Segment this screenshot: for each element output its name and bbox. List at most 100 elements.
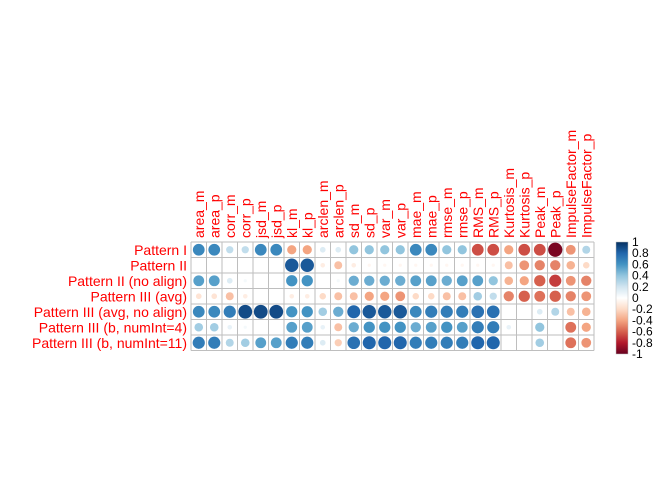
correlation-circle	[333, 306, 344, 317]
correlation-circle	[243, 279, 247, 283]
correlation-circle	[223, 305, 236, 318]
correlation-circle	[270, 337, 282, 349]
correlation-circle	[193, 275, 205, 287]
correlation-circle	[195, 293, 202, 300]
column-label: area_p	[206, 194, 222, 238]
correlation-circle	[518, 290, 530, 302]
correlation-circle	[227, 324, 233, 330]
correlation-circle	[209, 322, 219, 332]
correlation-circle	[460, 263, 464, 267]
correlation-circle	[334, 292, 343, 301]
correlation-circle	[472, 275, 484, 287]
correlation-circle	[548, 242, 563, 257]
column-label: ImpulseFactor_m	[563, 130, 579, 238]
correlation-circle	[301, 321, 313, 333]
correlation-circle	[487, 243, 500, 256]
correlation-circle	[549, 274, 562, 287]
correlation-circle	[409, 243, 422, 256]
correlation-circle	[286, 306, 298, 318]
correlation-circles	[192, 242, 592, 350]
correlation-circle	[535, 322, 545, 332]
correlation-circle	[270, 243, 283, 256]
correlation-circle	[414, 263, 418, 267]
correlation-circle	[425, 243, 438, 256]
correlation-circle	[486, 305, 500, 319]
correlation-circle	[363, 321, 375, 333]
correlation-circle	[519, 260, 530, 271]
correlation-circle	[488, 276, 498, 286]
correlation-circle	[192, 336, 205, 349]
correlation-circle	[457, 245, 467, 255]
correlation-circle	[300, 258, 314, 272]
correlation-circle	[393, 336, 407, 350]
correlation-circle	[269, 304, 284, 319]
correlation-circle	[301, 336, 314, 349]
correlation-circle	[255, 337, 267, 349]
correlation-circle	[286, 321, 298, 333]
correlation-circle	[409, 336, 422, 349]
correlation-circle	[243, 325, 247, 329]
column-label: Peak_p	[547, 190, 563, 238]
correlation-circle	[320, 262, 326, 268]
column-label: corr_p	[237, 198, 253, 238]
correlation-circle	[319, 246, 326, 253]
correlation-circle	[427, 292, 435, 300]
legend-tick-label: -1	[632, 347, 643, 361]
correlation-circle	[582, 261, 590, 269]
legend-tick-label: 0.2	[632, 280, 649, 294]
correlation-circle	[225, 292, 234, 301]
correlation-circle	[367, 263, 371, 267]
correlation-circle	[208, 305, 221, 318]
correlation-circle	[551, 307, 560, 316]
correlation-circle	[565, 337, 577, 349]
correlation-circle	[395, 275, 406, 286]
correlation-circle	[504, 245, 514, 255]
correlation-circle	[379, 275, 390, 286]
correlation-circle	[301, 275, 313, 287]
legend-tick-label: -0.8	[632, 336, 653, 350]
legend-tick-label: 0.6	[632, 257, 649, 271]
row-label: Pattern I	[134, 242, 187, 258]
row-label: Pattern III (avg)	[91, 288, 187, 304]
correlation-circle	[398, 263, 402, 267]
column-label: RMS_p	[485, 191, 501, 238]
column-label: var_m	[377, 199, 393, 238]
correlation-circle	[194, 322, 204, 332]
correlation-circle	[301, 306, 313, 318]
correlation-circle	[362, 305, 376, 319]
correlation-circle	[489, 292, 497, 300]
correlation-circle	[536, 308, 543, 315]
correlation-circle	[534, 290, 546, 302]
correlation-circle	[394, 321, 406, 333]
column-label: sd_p	[361, 207, 377, 238]
correlation-circle	[318, 307, 328, 317]
correlation-circle	[349, 245, 359, 255]
correlation-circle	[581, 307, 591, 317]
correlation-circle	[581, 322, 591, 332]
correlation-circle	[471, 336, 485, 350]
legend-tick-label: 0	[632, 291, 639, 305]
correlation-circle	[395, 245, 405, 255]
correlation-circle	[566, 260, 576, 270]
column-label: var_p	[392, 203, 408, 238]
legend-tick-label: -0.6	[632, 325, 653, 339]
color-legend: 10.80.60.40.20-0.2-0.4-0.6-0.8-1	[615, 235, 653, 361]
column-label: mae_m	[408, 191, 424, 238]
correlation-circle	[208, 336, 221, 349]
correlation-circle	[487, 321, 500, 334]
column-label: Kurtosis_m	[501, 168, 517, 238]
row-label: Pattern III (b, numInt=11)	[32, 335, 187, 351]
correlation-circle	[348, 322, 359, 333]
correlation-circle	[441, 321, 453, 333]
correlation-circle	[442, 245, 452, 255]
correlation-circle	[581, 337, 592, 348]
correlation-circle	[504, 276, 514, 286]
correlation-circle	[534, 260, 545, 271]
correlation-circle	[211, 293, 218, 300]
column-label: Peak_m	[532, 187, 548, 238]
legend-tick-label: -0.4	[632, 313, 653, 327]
correlation-circle	[456, 305, 469, 318]
correlation-circle	[504, 261, 513, 270]
correlation-circle	[581, 275, 592, 286]
legend-tick-label: -0.2	[632, 302, 653, 316]
